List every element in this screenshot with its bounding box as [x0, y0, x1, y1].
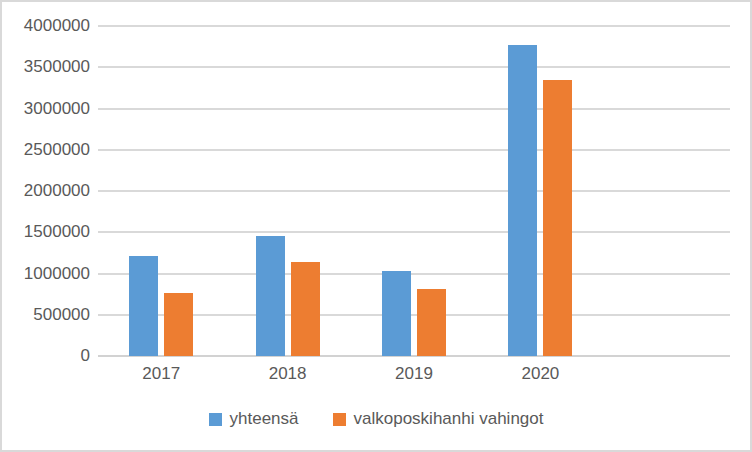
- y-tick-label: 3500000: [2, 57, 90, 77]
- y-tick-label: 2500000: [2, 140, 90, 160]
- y-tick-label: 2000000: [2, 181, 90, 201]
- legend-item: valkoposkihanhi vahingot: [333, 409, 544, 429]
- gridline: [98, 231, 730, 233]
- gridline: [98, 149, 730, 151]
- gridline: [98, 273, 730, 275]
- bar-valkoposkihanhi-2019: [417, 289, 446, 356]
- bar-chart: 0 500000 1000000 1500000 2000000 2500000 30000…: [0, 0, 752, 452]
- legend: yhteensä valkoposkihanhi vahingot: [2, 409, 750, 429]
- legend-series-label: valkoposkihanhi vahingot: [354, 409, 544, 429]
- bar-yhteensä-2020: [508, 45, 537, 356]
- y-tick-label: 0: [2, 346, 90, 366]
- x-category-label: 2017: [111, 364, 211, 384]
- gridline: [98, 108, 730, 110]
- bar-yhteensä-2018: [256, 236, 285, 356]
- x-category-label: 2019: [364, 364, 464, 384]
- y-tick-label: 1000000: [2, 264, 90, 284]
- x-category-label: 2018: [238, 364, 338, 384]
- y-tick-label: 500000: [2, 305, 90, 325]
- y-tick-label: 4000000: [2, 16, 90, 36]
- legend-item: yhteensä: [209, 409, 299, 429]
- gridline: [98, 66, 730, 68]
- bar-yhteensä-2017: [129, 256, 158, 356]
- x-category-label: 2020: [490, 364, 590, 384]
- gridline: [98, 190, 730, 192]
- legend-series-label: yhteensä: [230, 409, 299, 429]
- gridline: [98, 25, 730, 27]
- legend-swatch-icon: [333, 413, 346, 426]
- y-tick-label: 1500000: [2, 222, 90, 242]
- y-tick-label: 3000000: [2, 99, 90, 119]
- legend-swatch-icon: [209, 413, 222, 426]
- bar-valkoposkihanhi-2017: [164, 293, 193, 356]
- bar-yhteensä-2019: [382, 271, 411, 356]
- bar-valkoposkihanhi-2020: [543, 80, 572, 356]
- bar-valkoposkihanhi-2018: [291, 262, 320, 356]
